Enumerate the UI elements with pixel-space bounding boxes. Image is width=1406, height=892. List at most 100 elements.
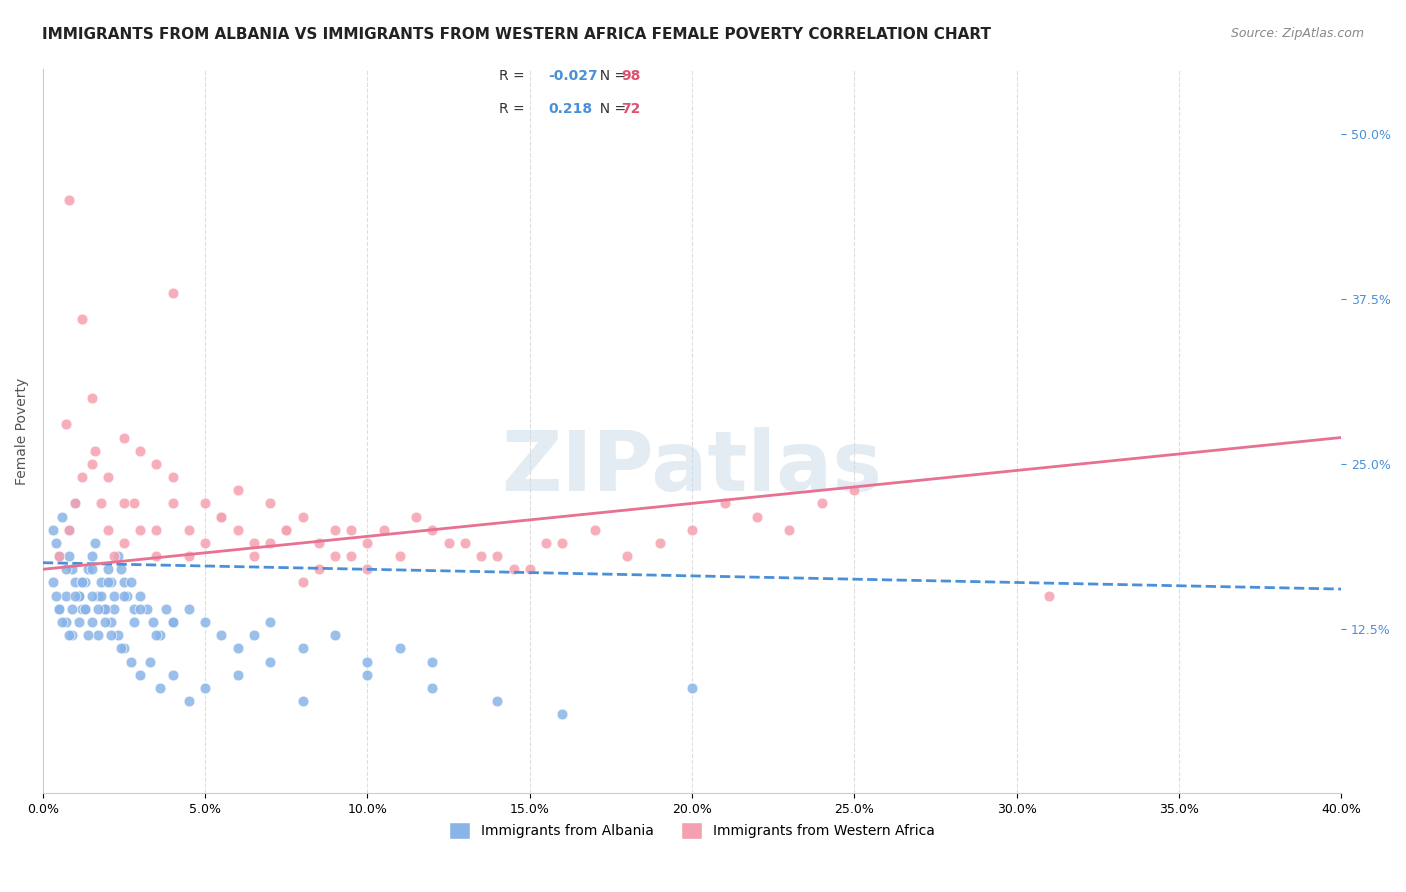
Point <box>100 615 122 629</box>
Point <box>243 628 266 642</box>
Point <box>162 470 184 484</box>
Text: R =: R = <box>499 69 529 83</box>
Point <box>519 562 541 576</box>
Point <box>470 549 492 563</box>
Point <box>583 523 606 537</box>
Point <box>388 641 411 656</box>
Point <box>103 549 125 563</box>
Point <box>65 589 87 603</box>
Text: N =: N = <box>591 102 630 116</box>
Point <box>291 641 314 656</box>
Point <box>90 589 112 603</box>
Point <box>70 312 93 326</box>
Point <box>1038 589 1060 603</box>
Point <box>356 536 378 550</box>
Point <box>100 628 122 642</box>
Point <box>145 549 167 563</box>
Point <box>388 549 411 563</box>
Point <box>276 523 298 537</box>
Point <box>226 667 249 681</box>
Point <box>681 523 703 537</box>
Point <box>194 615 217 629</box>
Point <box>145 457 167 471</box>
Point <box>194 496 217 510</box>
Point <box>162 496 184 510</box>
Point <box>65 496 87 510</box>
Point <box>97 575 120 590</box>
Point <box>65 575 87 590</box>
Point <box>58 549 80 563</box>
Point <box>93 602 115 616</box>
Point <box>291 575 314 590</box>
Point <box>713 496 735 510</box>
Point <box>616 549 638 563</box>
Point <box>80 457 103 471</box>
Point <box>83 443 105 458</box>
Point <box>340 549 363 563</box>
Point <box>209 509 232 524</box>
Legend: Immigrants from Albania, Immigrants from Western Africa: Immigrants from Albania, Immigrants from… <box>443 816 941 845</box>
Point <box>55 562 77 576</box>
Point <box>308 562 330 576</box>
Y-axis label: Female Poverty: Female Poverty <box>15 377 30 484</box>
Point <box>129 589 152 603</box>
Point <box>162 615 184 629</box>
Text: ZIPatlas: ZIPatlas <box>502 426 883 508</box>
Point <box>77 628 100 642</box>
Point <box>145 523 167 537</box>
Point <box>681 681 703 695</box>
Point <box>90 575 112 590</box>
Point <box>41 575 63 590</box>
Point <box>60 602 83 616</box>
Point <box>405 509 427 524</box>
Point <box>149 628 172 642</box>
Point <box>422 655 444 669</box>
Point <box>162 667 184 681</box>
Point <box>55 417 77 432</box>
Point <box>373 523 395 537</box>
Point <box>60 628 83 642</box>
Point <box>323 628 346 642</box>
Point <box>142 615 165 629</box>
Point <box>139 655 162 669</box>
Point <box>551 536 574 550</box>
Point <box>454 536 477 550</box>
Point <box>58 523 80 537</box>
Point <box>80 549 103 563</box>
Point <box>80 615 103 629</box>
Point <box>422 523 444 537</box>
Text: N =: N = <box>591 69 630 83</box>
Text: R =: R = <box>499 102 533 116</box>
Point <box>70 575 93 590</box>
Point <box>112 536 135 550</box>
Point <box>486 549 509 563</box>
Point <box>122 602 145 616</box>
Point <box>177 694 200 708</box>
Point <box>276 523 298 537</box>
Point <box>194 681 217 695</box>
Text: 0.218: 0.218 <box>548 102 592 116</box>
Point <box>90 496 112 510</box>
Point <box>259 536 281 550</box>
Text: 98: 98 <box>621 69 641 83</box>
Point <box>162 615 184 629</box>
Point <box>87 602 110 616</box>
Point <box>135 602 157 616</box>
Point <box>87 628 110 642</box>
Point <box>55 589 77 603</box>
Point <box>811 496 834 510</box>
Point <box>103 602 125 616</box>
Point <box>844 483 866 498</box>
Point <box>48 549 70 563</box>
Point <box>77 562 100 576</box>
Point <box>60 562 83 576</box>
Point <box>356 667 378 681</box>
Point <box>112 641 135 656</box>
Point <box>226 641 249 656</box>
Point <box>122 496 145 510</box>
Point <box>110 641 132 656</box>
Point <box>112 575 135 590</box>
Point <box>75 602 97 616</box>
Text: 72: 72 <box>621 102 641 116</box>
Point <box>70 470 93 484</box>
